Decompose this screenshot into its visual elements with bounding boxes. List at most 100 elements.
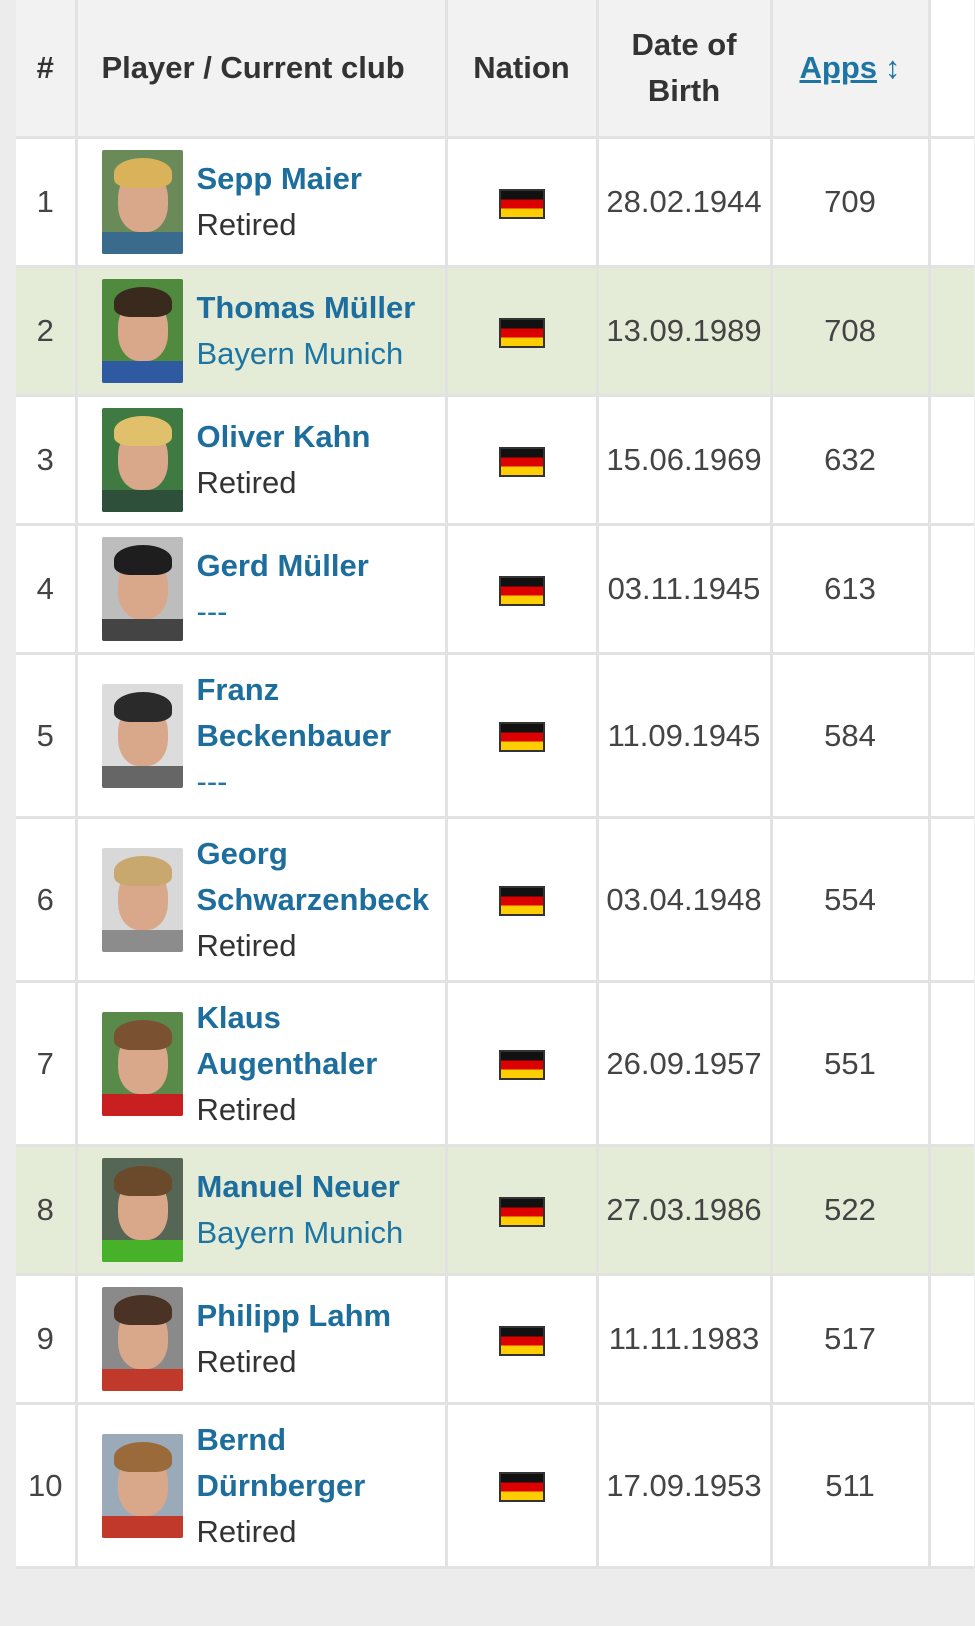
player-photo[interactable]	[101, 847, 183, 952]
player-header: Player / Current club	[76, 0, 448, 139]
dob-cell: 11.09.1945	[597, 653, 773, 819]
dob-header-label: Date of Birth	[631, 27, 737, 108]
nation-cell	[446, 817, 599, 983]
germany-flag-icon	[498, 1325, 545, 1356]
player-photo-shirt	[101, 929, 183, 952]
player-photo-shirt	[101, 232, 183, 254]
rank-header: #	[16, 0, 78, 139]
apps-cell: 517	[771, 1274, 931, 1405]
player-name-link[interactable]: Oliver Kahn	[196, 419, 371, 454]
germany-flag-icon	[498, 1472, 545, 1503]
extra-cell	[929, 395, 974, 526]
current-club[interactable]: ---	[196, 763, 228, 799]
apps-header[interactable]: Apps ↕	[771, 0, 931, 139]
player-name-link[interactable]: Klaus Augenthaler	[196, 999, 378, 1081]
player-name-link[interactable]: Thomas Müller	[196, 290, 416, 325]
apps-cell: 613	[771, 524, 931, 655]
table-row: 8 Manuel Neuer Bayern Munich 27.03.1986 …	[16, 1145, 974, 1276]
current-club: Retired	[196, 927, 297, 963]
player-photo[interactable]	[101, 279, 183, 383]
current-club: Retired	[196, 207, 297, 242]
player-name-link[interactable]: Gerd Müller	[196, 548, 369, 583]
player-photo[interactable]	[101, 408, 183, 512]
nation-cell	[446, 1145, 599, 1276]
player-photo[interactable]	[101, 683, 183, 788]
current-club[interactable]: ---	[196, 594, 228, 629]
player-photo[interactable]	[101, 1011, 183, 1116]
dob-header: Date of Birth	[597, 0, 773, 139]
table-row: 3 Oliver Kahn Retired 15.06.1969 632	[16, 395, 974, 526]
player-photo-hair	[113, 855, 172, 886]
extra-cell	[929, 1274, 974, 1405]
germany-flag-icon	[498, 575, 545, 606]
apps-cell: 554	[771, 817, 931, 983]
player-name-link[interactable]: Philipp Lahm	[196, 1298, 392, 1333]
rank-cell: 6	[16, 817, 78, 983]
nation-cell	[446, 524, 599, 655]
player-photo[interactable]	[101, 1158, 183, 1262]
player-photo-hair	[113, 158, 172, 188]
player-photo-shirt	[101, 490, 183, 512]
player-photo-hair	[113, 1441, 172, 1472]
germany-flag-icon	[498, 317, 545, 348]
player-info: Thomas Müller Bayern Munich	[197, 285, 416, 377]
player-info: Sepp Maier Retired	[197, 156, 362, 248]
extra-cell	[929, 1403, 974, 1569]
player-photo-shirt	[101, 1515, 183, 1538]
player-name-link[interactable]: Georg Schwarzenbeck	[196, 835, 430, 917]
apps-cell: 709	[771, 137, 931, 268]
current-club[interactable]: Bayern Munich	[196, 1215, 404, 1250]
player-photo[interactable]	[101, 1287, 183, 1391]
player-cell: Sepp Maier Retired	[76, 137, 448, 268]
dob-cell: 11.11.1983	[597, 1274, 773, 1405]
current-club[interactable]: Bayern Munich	[196, 336, 404, 371]
apps-cell: 511	[771, 1403, 931, 1569]
rank-cell: 9	[16, 1274, 78, 1405]
apps-sort-link[interactable]: Apps	[799, 50, 878, 85]
germany-flag-icon	[498, 722, 545, 753]
dob-cell: 27.03.1986	[597, 1145, 773, 1276]
dob-cell: 13.09.1989	[597, 266, 773, 397]
rank-cell: 10	[16, 1403, 78, 1569]
extra-cell	[929, 266, 974, 397]
player-name-link[interactable]: Manuel Neuer	[196, 1169, 400, 1204]
player-info: Georg Schwarzenbeck Retired	[197, 831, 445, 969]
player-photo[interactable]	[101, 1433, 183, 1538]
current-club: Retired	[196, 465, 297, 500]
player-info: Franz Beckenbauer ---	[197, 667, 445, 805]
rank-cell: 4	[16, 524, 78, 655]
nation-cell	[446, 266, 599, 397]
table-row: 1 Sepp Maier Retired 28.02.1944 709	[16, 137, 974, 268]
table-body: 1 Sepp Maier Retired 28.02.1944 709 2	[16, 137, 974, 1569]
apps-cell: 551	[771, 981, 931, 1147]
player-photo-hair	[113, 691, 172, 722]
player-cell: Manuel Neuer Bayern Munich	[76, 1145, 448, 1276]
player-name-link[interactable]: Bernd Dürnberger	[196, 1421, 366, 1503]
extra-cell	[929, 524, 974, 655]
germany-flag-icon	[498, 188, 545, 219]
player-cell: Philipp Lahm Retired	[76, 1274, 448, 1405]
rank-cell: 1	[16, 137, 78, 268]
dob-cell: 17.09.1953	[597, 1403, 773, 1569]
player-name-link[interactable]: Sepp Maier	[196, 161, 362, 196]
player-photo-hair	[113, 287, 172, 317]
rank-cell: 2	[16, 266, 78, 397]
rank-cell: 7	[16, 981, 78, 1147]
player-photo[interactable]	[101, 150, 183, 254]
table-row: 6 Georg Schwarzenbeck Retired 03.04.1948…	[16, 817, 974, 983]
player-photo-shirt	[101, 1240, 183, 1262]
sort-arrows-icon[interactable]: ↕	[885, 50, 901, 85]
player-name-link[interactable]: Franz Beckenbauer	[196, 671, 392, 753]
player-photo-hair	[113, 1166, 172, 1196]
apps-cell: 708	[771, 266, 931, 397]
current-club: Retired	[196, 1091, 297, 1127]
germany-flag-icon	[498, 1050, 545, 1081]
player-cell: Oliver Kahn Retired	[76, 395, 448, 526]
germany-flag-icon	[498, 446, 545, 477]
germany-flag-icon	[498, 886, 545, 917]
table-row: 5 Franz Beckenbauer --- 11.09.1945 584	[16, 653, 974, 819]
rank-cell: 5	[16, 653, 78, 819]
player-cell: Klaus Augenthaler Retired	[76, 981, 448, 1147]
nation-cell	[446, 653, 599, 819]
player-photo[interactable]	[101, 537, 183, 641]
